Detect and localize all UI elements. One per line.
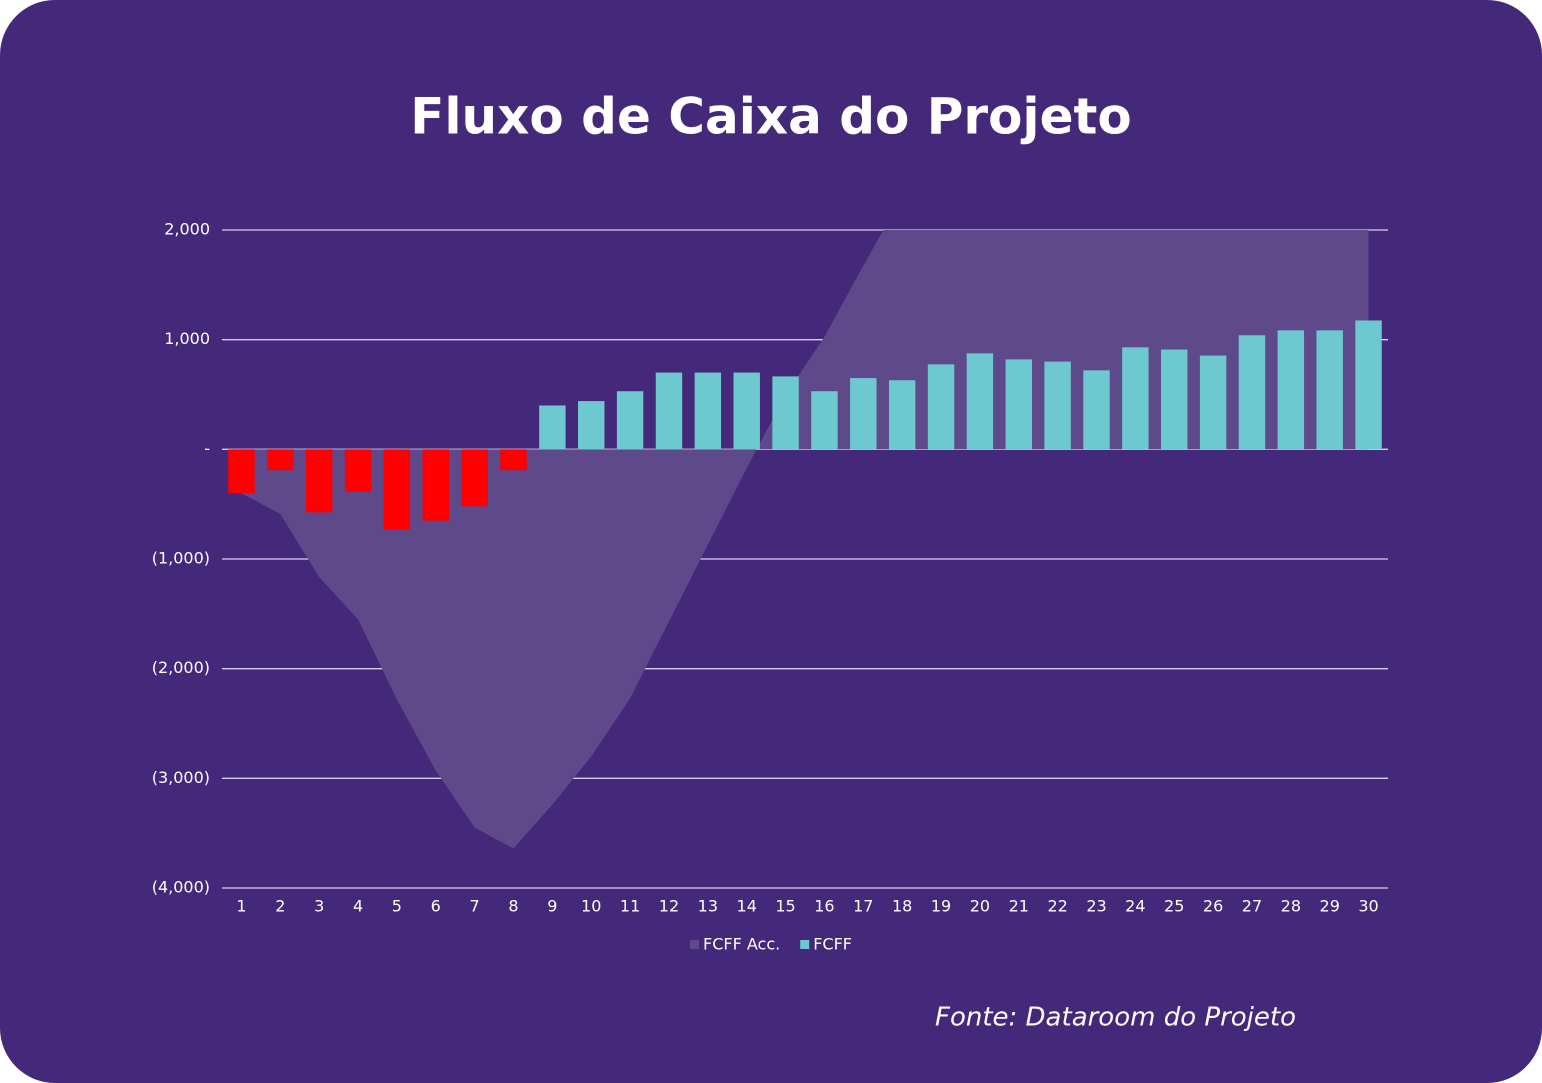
x-tick-label: 13 xyxy=(698,897,718,916)
bar xyxy=(1199,355,1227,450)
x-tick-label: 8 xyxy=(508,897,518,916)
x-tick-label: 3 xyxy=(314,897,324,916)
chart-title: Fluxo de Caixa do Projeto xyxy=(410,88,1131,146)
x-tick-label: 26 xyxy=(1203,897,1223,916)
bar xyxy=(422,449,449,521)
bar xyxy=(461,449,488,507)
bar xyxy=(1005,359,1032,450)
bar xyxy=(1355,320,1382,450)
x-tick-label: 21 xyxy=(1009,897,1029,916)
bar xyxy=(1238,335,1266,450)
bar xyxy=(616,391,644,450)
bar xyxy=(811,391,838,450)
bar xyxy=(267,449,294,471)
x-tick-label: 9 xyxy=(547,897,557,916)
x-tick-label: 30 xyxy=(1358,897,1378,916)
bar xyxy=(888,380,916,450)
x-tick-label: 16 xyxy=(814,897,834,916)
x-tick-label: 29 xyxy=(1320,897,1340,916)
x-tick-label: 23 xyxy=(1086,897,1106,916)
bar xyxy=(383,449,411,530)
bar xyxy=(344,449,372,492)
x-tick-label: 10 xyxy=(581,897,601,916)
legend-swatch xyxy=(800,940,810,949)
bar xyxy=(1316,330,1343,450)
y-tick-label: (1,000) xyxy=(152,549,210,568)
y-tick-label: (3,000) xyxy=(152,768,210,787)
bar xyxy=(694,372,722,450)
x-tick-label: 17 xyxy=(853,897,873,916)
x-tick-label: 24 xyxy=(1125,897,1145,916)
x-tick-label: 19 xyxy=(931,897,951,916)
y-tick-label: - xyxy=(204,439,210,458)
legend-label: FCFF Acc. xyxy=(703,935,780,954)
bar xyxy=(927,364,955,450)
y-tick-label: 1,000 xyxy=(164,329,210,348)
bar xyxy=(1044,361,1071,450)
bar xyxy=(305,449,333,513)
x-tick-label: 22 xyxy=(1047,897,1067,916)
x-tick-label: 11 xyxy=(620,897,640,916)
bar xyxy=(655,372,683,450)
bar xyxy=(228,449,255,494)
x-tick-label: 2 xyxy=(275,897,285,916)
bar xyxy=(1083,370,1110,450)
bar xyxy=(850,378,877,450)
y-tick-label: (4,000) xyxy=(152,878,210,897)
x-tick-label: 5 xyxy=(392,897,402,916)
bar xyxy=(772,376,799,450)
bar xyxy=(1122,347,1149,450)
bar xyxy=(578,401,605,450)
x-tick-label: 12 xyxy=(659,897,679,916)
x-tick-label: 25 xyxy=(1164,897,1184,916)
x-tick-label: 7 xyxy=(470,897,480,916)
x-tick-label: 15 xyxy=(775,897,795,916)
y-tick-label: (2,000) xyxy=(152,658,210,677)
legend-swatch xyxy=(690,940,699,949)
x-tick-label: 4 xyxy=(353,897,363,916)
x-tick-label: 20 xyxy=(970,897,990,916)
source: Fonte: Dataroom do Projeto xyxy=(935,1003,1296,1033)
x-tick-label: 18 xyxy=(892,897,912,916)
bar xyxy=(539,405,566,450)
bar xyxy=(733,372,760,450)
x-tick-label: 27 xyxy=(1242,897,1262,916)
bar xyxy=(500,449,527,471)
x-tick-label: 14 xyxy=(737,897,757,916)
legend-label: FCFF xyxy=(813,935,852,954)
bar xyxy=(1277,330,1305,450)
bar xyxy=(966,353,994,450)
x-tick-label: 6 xyxy=(431,897,441,916)
y-tick-label: 2,000 xyxy=(164,220,210,239)
x-tick-label: 1 xyxy=(236,897,246,916)
bar xyxy=(1161,349,1188,450)
x-tick-label: 28 xyxy=(1281,897,1301,916)
